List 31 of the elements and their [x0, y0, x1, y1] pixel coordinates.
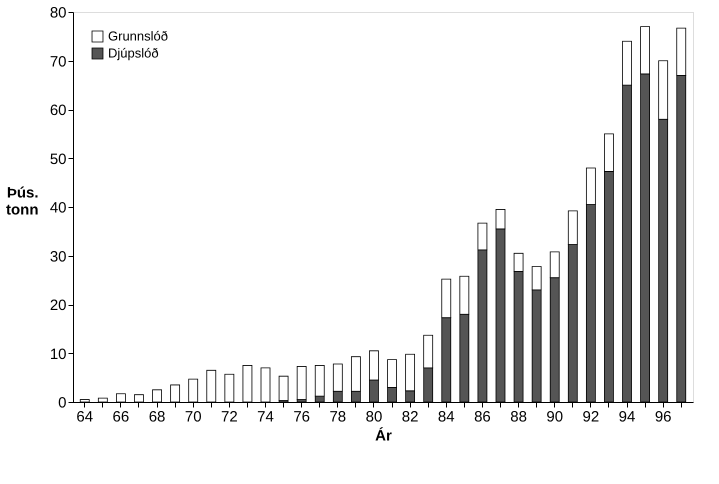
legend-label: Djúpslóð — [108, 46, 159, 60]
x-tick-label: 82 — [402, 408, 418, 426]
x-tick-label: 66 — [112, 408, 130, 426]
y-axis-title: Þús. tonn — [6, 184, 38, 218]
x-tick-label: 88 — [510, 408, 527, 426]
x-tick-label: 96 — [654, 408, 672, 426]
y-tick-label: 80 — [50, 4, 66, 22]
x-tick-label: 64 — [76, 408, 94, 426]
y-tick-label: 40 — [50, 200, 66, 216]
x-tick-label: 72 — [221, 408, 238, 426]
y-tick-label: 50 — [50, 150, 66, 168]
x-tick-label: 90 — [546, 408, 564, 426]
x-tick-label: 86 — [474, 408, 491, 426]
x-tick-label: 94 — [618, 408, 636, 426]
x-tick-label: 76 — [293, 408, 310, 426]
y-tick-label: 10 — [50, 346, 66, 363]
x-tick-label: 68 — [148, 408, 166, 426]
x-tick-label: 84 — [438, 408, 455, 426]
y-tick-label: 70 — [50, 53, 66, 70]
x-tick-label: 78 — [329, 408, 346, 426]
y-tick-label: 60 — [50, 102, 66, 119]
x-axis-title: Ár — [375, 426, 392, 444]
y-tick-label: 30 — [50, 248, 66, 266]
x-tick-label: 80 — [366, 408, 382, 426]
y-tick-label: 0 — [58, 394, 66, 412]
y-tick-label: 20 — [50, 297, 66, 314]
x-tick-label: 92 — [582, 408, 600, 426]
x-tick-label: 74 — [257, 408, 274, 426]
x-tick-label: 70 — [184, 408, 202, 426]
bar — [296, 366, 307, 400]
legend-label: Grunnslóð — [108, 28, 168, 44]
